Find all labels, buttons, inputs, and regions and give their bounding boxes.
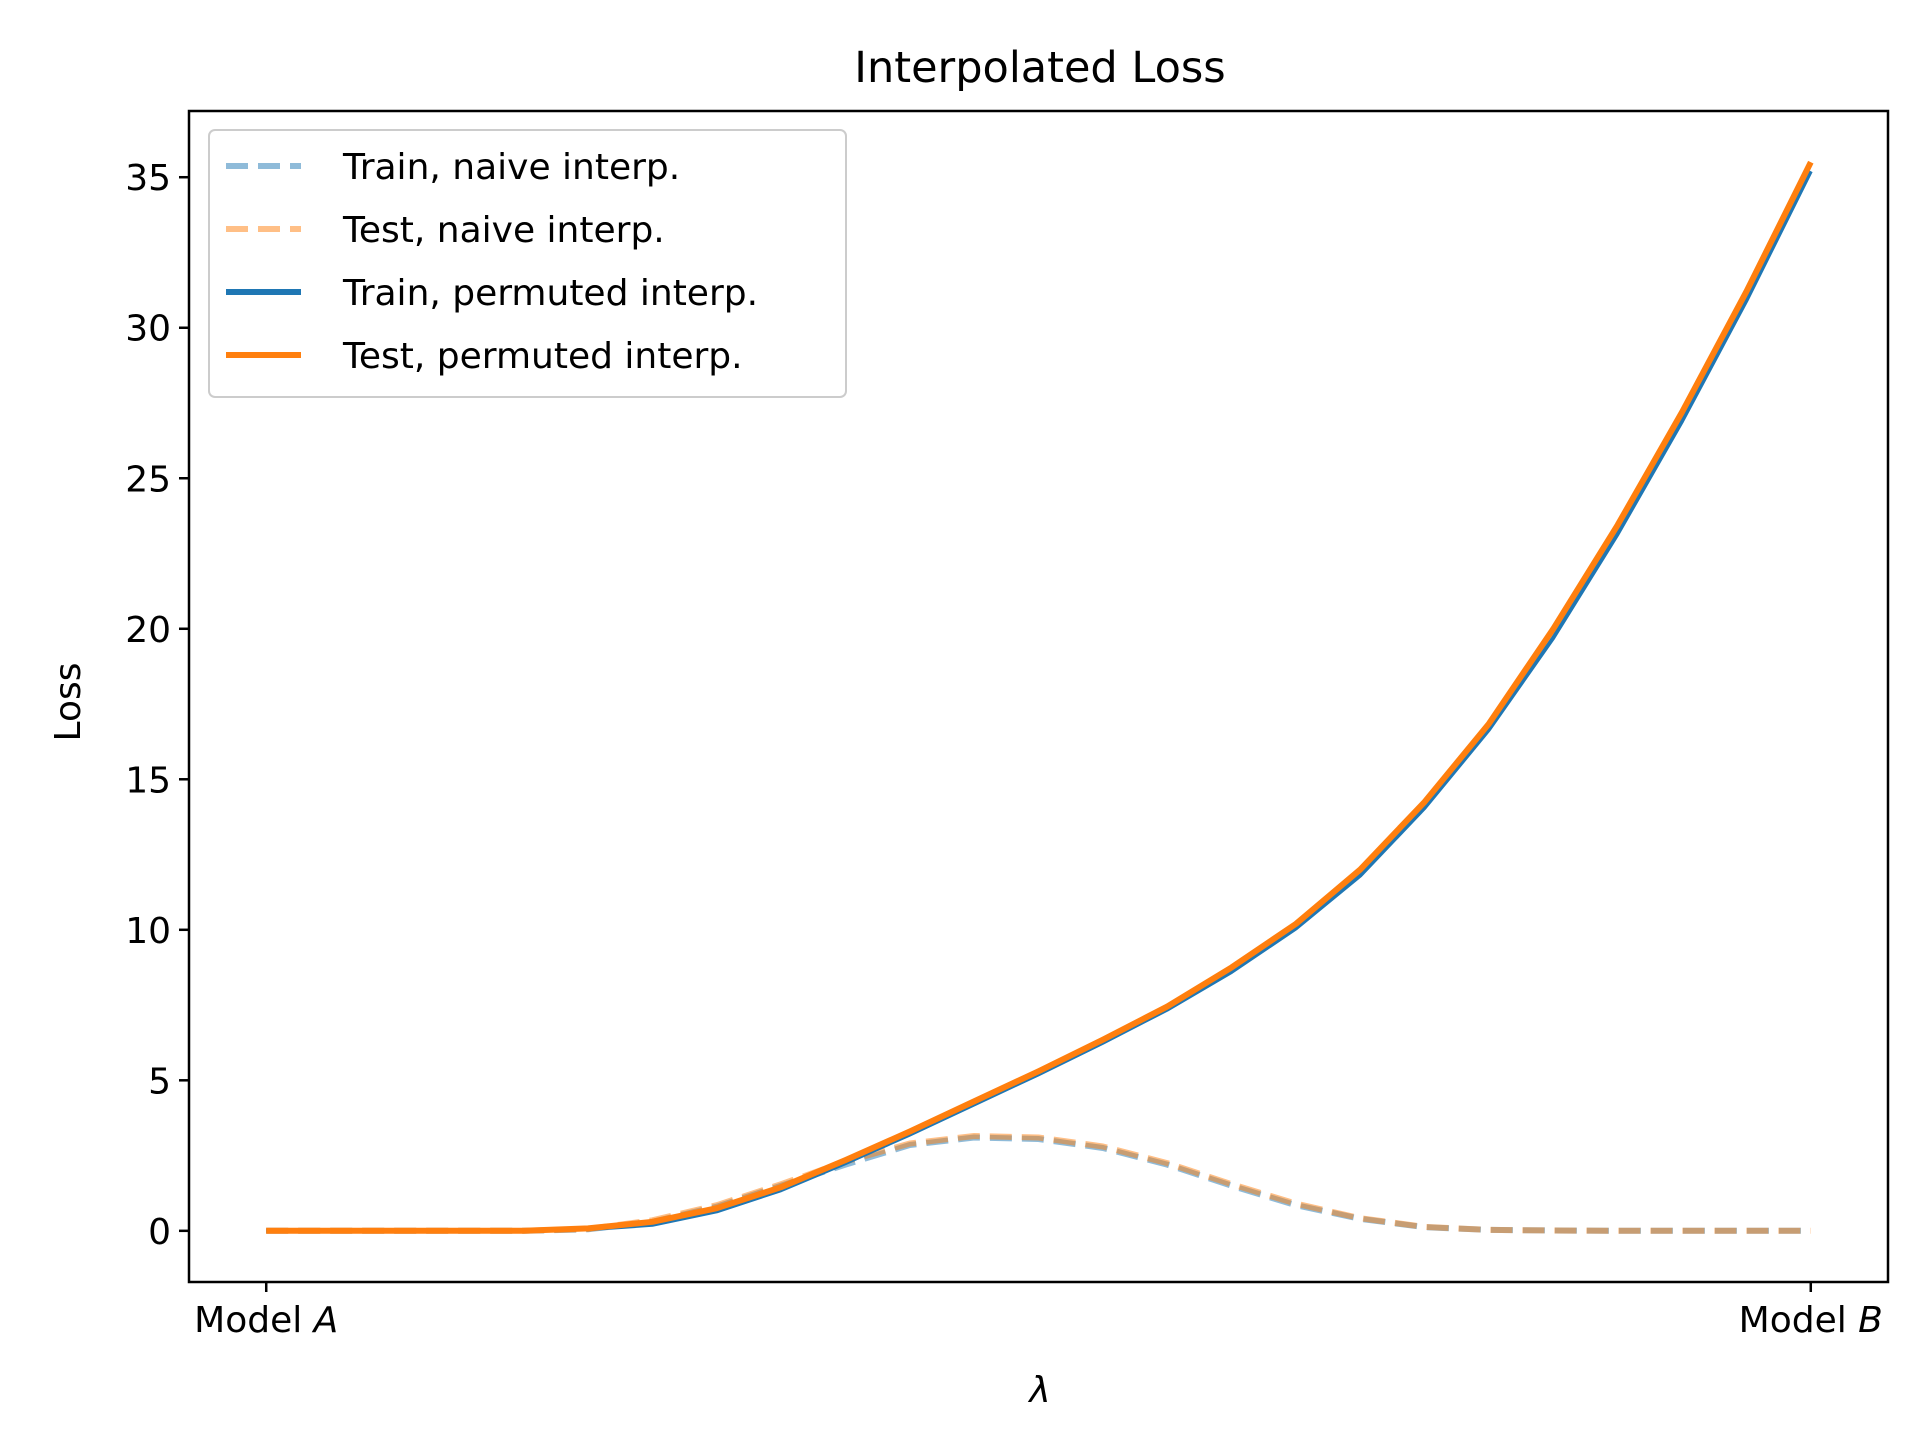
- y-tick-label: 35: [125, 158, 171, 199]
- axes: 0 5 10 15 20 25 30 35 Model A Model B: [125, 109, 1890, 1341]
- legend: Train, naive interp. Test, naive interp. T…: [208, 129, 847, 398]
- y-tick-label: 20: [125, 610, 171, 651]
- y-tick-label: 0: [148, 1212, 171, 1253]
- legend-label-3: Train, permuted interp.: [342, 273, 758, 314]
- y-tick-label: 25: [125, 459, 171, 500]
- y-tick-label: 5: [148, 1061, 171, 1102]
- y-tick-label: 15: [125, 760, 171, 801]
- plot-area: [266, 160, 1814, 1234]
- y-axis-label: Loss: [48, 663, 89, 742]
- x-tick-label: Model B: [1739, 1300, 1883, 1341]
- series-line-4: [266, 160, 1814, 1234]
- legend-label-1: Train, naive interp.: [342, 147, 680, 188]
- legend-label-4: Test, permuted interp.: [342, 336, 743, 377]
- legend-label-2: Test, naive interp.: [342, 210, 665, 251]
- x-tick-label: Model A: [194, 1300, 338, 1341]
- chart-title: Interpolated Loss: [854, 43, 1225, 93]
- y-tick-label: 10: [125, 911, 171, 952]
- x-axis-label: λ: [1027, 1370, 1050, 1411]
- legend-box: [208, 129, 847, 398]
- y-tick-label: 30: [125, 309, 171, 350]
- axes-frame: [187, 109, 1890, 1284]
